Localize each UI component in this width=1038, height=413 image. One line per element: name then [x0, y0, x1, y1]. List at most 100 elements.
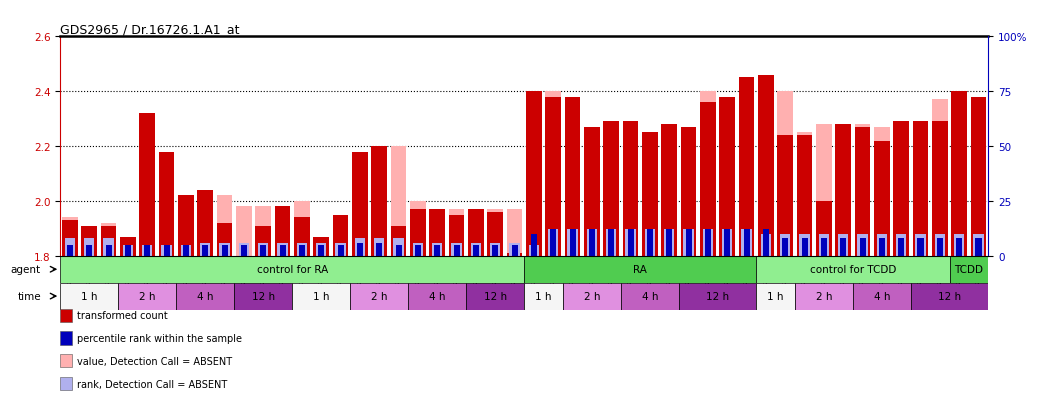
Bar: [120, 237, 136, 256]
Bar: [526, 92, 542, 256]
Bar: [454, 245, 460, 256]
Bar: [545, 97, 562, 256]
Bar: [202, 245, 209, 256]
Bar: [487, 210, 503, 256]
FancyBboxPatch shape: [679, 283, 756, 310]
Bar: [603, 128, 619, 256]
Bar: [530, 234, 537, 256]
FancyBboxPatch shape: [176, 283, 235, 310]
Bar: [104, 239, 114, 256]
Bar: [507, 210, 522, 256]
Bar: [666, 230, 673, 256]
Bar: [275, 207, 291, 256]
Bar: [261, 245, 266, 256]
Bar: [705, 230, 711, 256]
Text: agent: agent: [10, 265, 40, 275]
FancyBboxPatch shape: [118, 283, 176, 310]
Bar: [239, 243, 249, 256]
Bar: [255, 207, 271, 256]
Text: 12 h: 12 h: [938, 292, 961, 301]
Text: 1 h: 1 h: [81, 292, 98, 301]
Bar: [623, 122, 638, 256]
Bar: [337, 245, 344, 256]
Bar: [473, 245, 479, 256]
Bar: [159, 152, 174, 256]
Bar: [896, 234, 906, 256]
Bar: [932, 100, 948, 256]
Bar: [838, 234, 848, 256]
Bar: [840, 239, 846, 256]
Bar: [836, 141, 851, 256]
Bar: [122, 245, 133, 256]
Bar: [120, 237, 136, 256]
Bar: [971, 97, 986, 256]
FancyBboxPatch shape: [621, 283, 679, 310]
Text: 2 h: 2 h: [816, 292, 832, 301]
Bar: [584, 128, 600, 256]
Bar: [816, 202, 831, 256]
Bar: [139, 114, 155, 256]
Bar: [297, 243, 307, 256]
Bar: [859, 239, 866, 256]
Bar: [197, 190, 213, 256]
Bar: [217, 196, 233, 256]
Bar: [874, 141, 890, 256]
Text: 1 h: 1 h: [312, 292, 329, 301]
Bar: [954, 234, 964, 256]
Text: time: time: [18, 292, 40, 301]
Bar: [468, 210, 484, 256]
Bar: [780, 234, 790, 256]
Bar: [332, 215, 349, 256]
Text: 4 h: 4 h: [874, 292, 891, 301]
Text: 12 h: 12 h: [251, 292, 275, 301]
Bar: [836, 125, 851, 256]
Bar: [106, 245, 111, 256]
Bar: [217, 223, 233, 256]
Bar: [681, 133, 696, 256]
Bar: [894, 122, 909, 256]
Bar: [584, 128, 600, 256]
Text: 12 h: 12 h: [706, 292, 729, 301]
Bar: [932, 122, 948, 256]
Bar: [722, 230, 733, 256]
Bar: [606, 230, 617, 256]
Text: 4 h: 4 h: [197, 292, 214, 301]
Bar: [86, 245, 92, 256]
Bar: [568, 230, 578, 256]
Bar: [177, 196, 194, 256]
Text: 4 h: 4 h: [429, 292, 445, 301]
Bar: [796, 133, 813, 256]
Bar: [430, 210, 445, 256]
Bar: [510, 243, 520, 256]
Bar: [777, 92, 793, 256]
Bar: [777, 136, 793, 256]
Bar: [241, 245, 247, 256]
Bar: [976, 239, 982, 256]
Bar: [816, 125, 831, 256]
Bar: [376, 243, 382, 256]
Bar: [661, 125, 677, 256]
Bar: [335, 243, 346, 256]
Bar: [313, 237, 329, 256]
Bar: [951, 92, 967, 256]
Bar: [101, 226, 116, 256]
Bar: [512, 245, 518, 256]
Bar: [183, 245, 189, 256]
Bar: [603, 122, 619, 256]
Bar: [783, 239, 788, 256]
Bar: [628, 230, 633, 256]
Bar: [854, 125, 871, 256]
Bar: [743, 230, 749, 256]
Bar: [758, 76, 773, 256]
Bar: [758, 92, 773, 256]
Bar: [142, 245, 153, 256]
Bar: [125, 245, 131, 256]
Bar: [452, 243, 462, 256]
Bar: [937, 239, 943, 256]
Bar: [161, 245, 171, 256]
Bar: [625, 230, 635, 256]
Bar: [685, 230, 691, 256]
Bar: [355, 239, 365, 256]
FancyBboxPatch shape: [910, 283, 988, 310]
Bar: [974, 234, 984, 256]
